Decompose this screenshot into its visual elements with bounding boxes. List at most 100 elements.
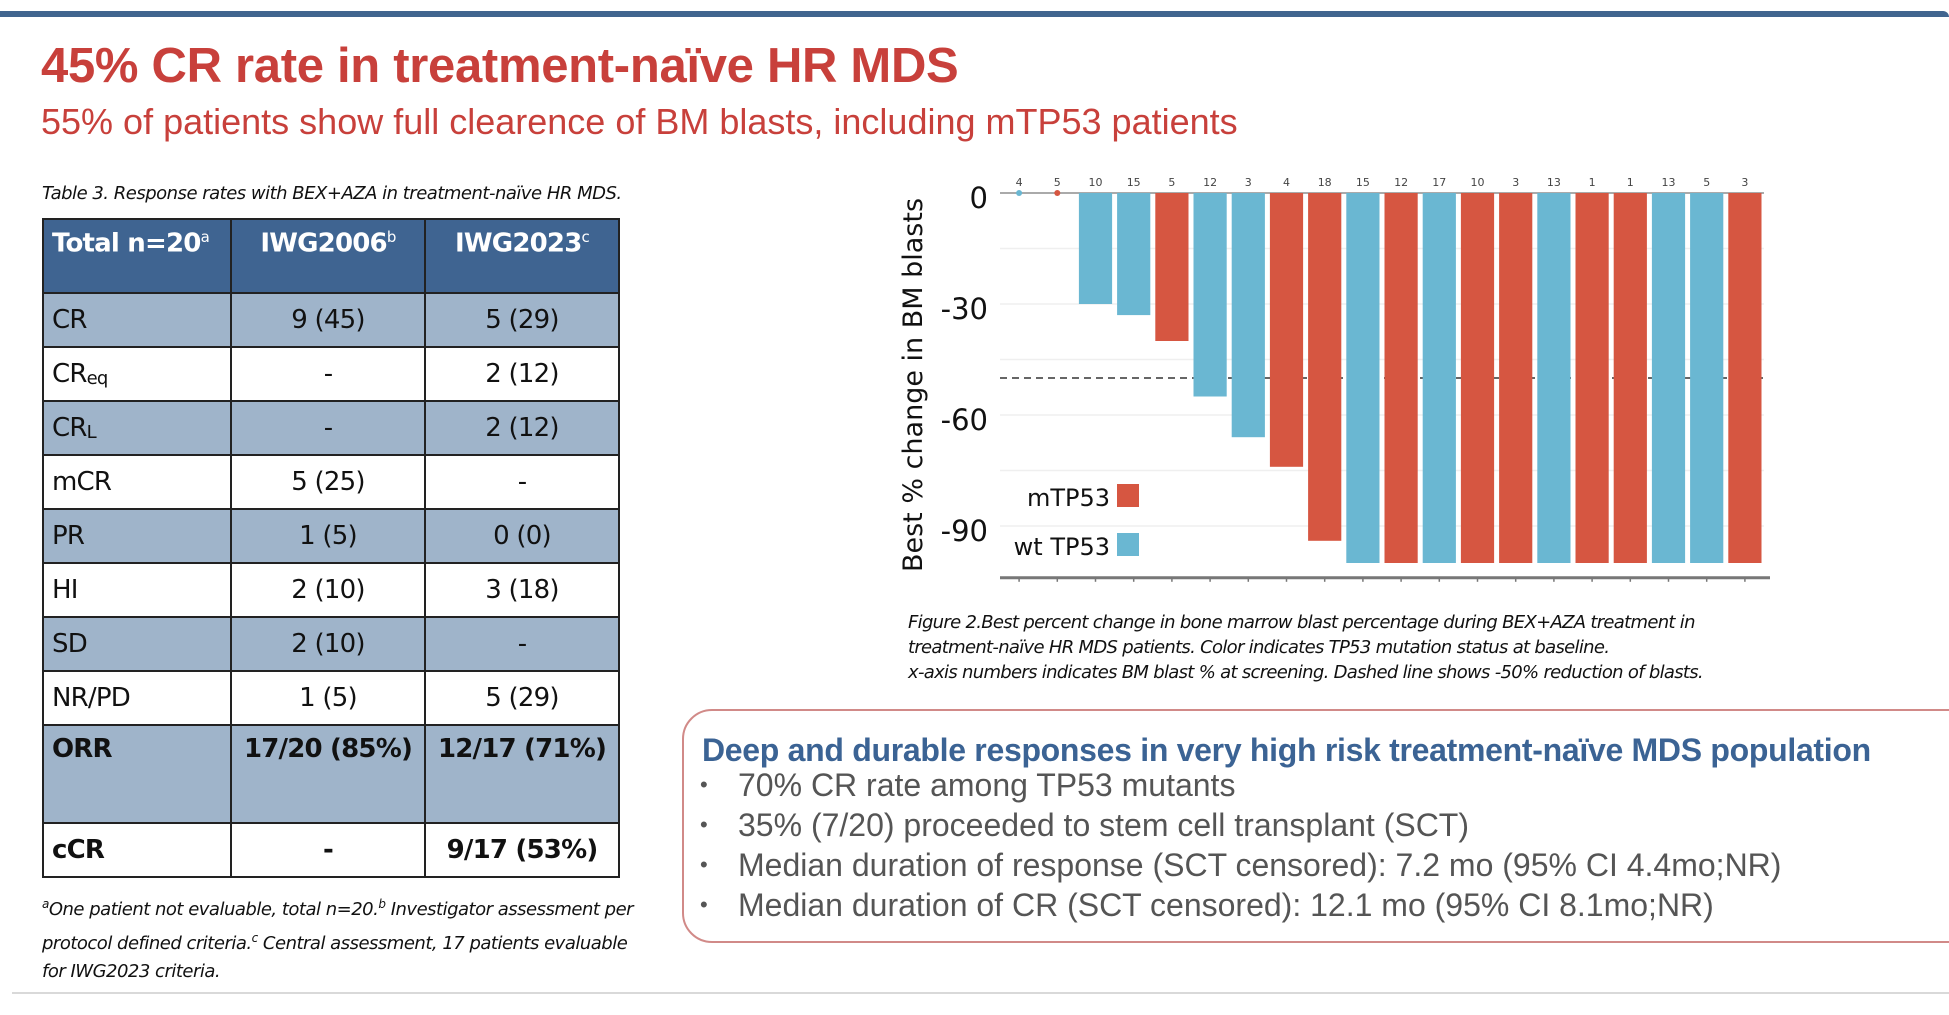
cell-iwg2023: 2 (12)	[424, 400, 620, 456]
bar	[1231, 193, 1265, 438]
cell-iwg2006: 1 (5)	[230, 508, 426, 564]
table-header-row: Total n=20a IWG2006b IWG2023c	[42, 218, 620, 294]
x-tick-label: 5	[1168, 176, 1175, 189]
cell-iwg2006: 2 (10)	[230, 562, 426, 618]
legend-group: mTP53 wt TP53	[1014, 484, 1139, 561]
bullet-text: Median duration of CR (SCT censored): 12…	[738, 887, 1714, 923]
callout-bullets: • 70% CR rate among TP53 mutants • 35% (7/2…	[700, 765, 1781, 925]
bar	[1155, 193, 1189, 341]
bar	[1117, 193, 1151, 316]
callout-bullet-item: • Median duration of response (SCT censor…	[700, 845, 1781, 885]
callout-bullet-item: • Median duration of CR (SCT censored): 1…	[700, 885, 1781, 925]
x-tick-label: 3	[1741, 176, 1748, 189]
bar-zero-marker	[1054, 190, 1061, 196]
legend-swatch-wt-tp53	[1117, 533, 1139, 556]
cell-iwg2023: 5 (29)	[424, 292, 620, 348]
bar	[1690, 193, 1724, 563]
row-label: mCR	[42, 454, 232, 510]
x-tick-label: 1	[1589, 176, 1596, 189]
cell-iwg2023: 3 (18)	[424, 562, 620, 618]
cell-iwg2006: -	[230, 822, 426, 878]
cell-iwg2006: 9 (45)	[230, 292, 426, 348]
cell-iwg2023: -	[424, 454, 620, 510]
top-rule	[0, 11, 1949, 17]
row-label: SD	[42, 616, 232, 672]
row-label: CRL	[42, 400, 232, 456]
x-tick-label: 10	[1089, 176, 1103, 189]
bar	[1308, 193, 1342, 541]
bar	[1269, 193, 1304, 467]
cell-iwg2006: 1 (5)	[230, 670, 426, 726]
header-iwg2006: IWG2006b	[230, 218, 426, 294]
table-row: PR 1 (5) 0 (0)	[42, 508, 620, 564]
bars-group	[1016, 190, 1762, 563]
callout-box	[682, 709, 1949, 943]
table-row: CRL -2 (12)	[42, 400, 620, 456]
table-row: NR/PD 1 (5) 5 (29)	[42, 670, 620, 726]
x-axis-group	[1000, 576, 1770, 582]
cell-iwg2023: 2 (12)	[424, 346, 620, 402]
x-tick-label: 15	[1127, 176, 1141, 189]
callout-title: Deep and durable responses in very high …	[702, 732, 1871, 768]
row-label: PR	[42, 508, 232, 564]
table-caption: Table 3. Response rates with BEX+AZA in …	[42, 183, 622, 204]
x-labels-group: 4 5 10 15 5 12 3 4 18 15 12 17 10 3 13 1 1 13 5 3	[1016, 176, 1749, 189]
x-tick-label: 12	[1203, 176, 1217, 189]
bullet-text: 70% CR rate among TP53 mutants	[738, 767, 1236, 803]
callout-bullet-item: • 35% (7/20) proceeded to stem cell trans…	[700, 805, 1781, 845]
figure-caption-line: treatment-naïve HR MDS patients. Color i…	[908, 637, 1610, 658]
bullet-text: Median duration of response (SCT censore…	[738, 847, 1782, 883]
x-tick-label: 3	[1512, 176, 1519, 189]
x-tick-label: 4	[1016, 176, 1023, 189]
cell-iwg2023: 9/17 (53%)	[424, 822, 620, 878]
bar	[1193, 193, 1227, 397]
cell-iwg2023: 0 (0)	[424, 508, 620, 564]
gridlines	[1000, 192, 1764, 527]
header-iwg2023: IWG2023c	[424, 218, 620, 294]
bullet-text: 35% (7/20) proceeded to stem cell transp…	[738, 807, 1469, 843]
bottom-rule	[12, 992, 1949, 994]
bullet-icon: •	[700, 852, 708, 877]
cell-iwg2006: 17/20 (85%)	[230, 724, 426, 824]
x-tick-label: 13	[1547, 176, 1561, 189]
cell-iwg2023: -	[424, 616, 620, 672]
x-tick-label: 1	[1627, 176, 1634, 189]
bar	[1651, 193, 1686, 563]
table-row: mCR 5 (25) -	[42, 454, 620, 510]
header-total: Total n=20a	[42, 218, 232, 294]
x-tick-label: 17	[1432, 176, 1446, 189]
x-tick-label: 5	[1054, 176, 1061, 189]
bar	[1575, 193, 1609, 563]
cell-iwg2006: -	[230, 346, 426, 402]
callout-bullet-item: • 70% CR rate among TP53 mutants	[700, 765, 1781, 805]
table-row: HI 2 (10) 3 (18)	[42, 562, 620, 618]
table-row: CReq -2 (12)	[42, 346, 620, 402]
cell-iwg2006: -	[230, 400, 426, 456]
y-tick-label: 0	[970, 181, 988, 215]
y-tick-label: -60	[941, 403, 988, 437]
slide-title: 45% CR rate in treatment-naïve HR MDS	[41, 39, 959, 93]
x-tick-label: 3	[1245, 176, 1252, 189]
cell-iwg2023: 12/17 (71%)	[424, 724, 620, 824]
response-table: Total n=20a IWG2006b IWG2023c CR 9 (45) 5 …	[42, 218, 620, 878]
cell-iwg2023: 5 (29)	[424, 670, 620, 726]
bar	[1384, 193, 1418, 563]
cell-iwg2006: 2 (10)	[230, 616, 426, 672]
x-tick-label: 15	[1356, 176, 1370, 189]
row-label: CReq	[42, 346, 232, 402]
bar	[1613, 193, 1647, 563]
row-label: NR/PD	[42, 670, 232, 726]
figure-caption-line: x-axis numbers indicates BM blast % at s…	[908, 662, 1704, 683]
x-tick-label: 4	[1283, 176, 1290, 189]
legend-label: wt TP53	[1014, 533, 1110, 561]
x-tick-label: 5	[1703, 176, 1710, 189]
row-label: CR	[42, 292, 232, 348]
waterfall-chart: 4 5 10 15 5 12 3 4 18 15 12 17 10 3 13 1 1 13 5 3 0 -30 -60 -9…	[898, 176, 1770, 582]
table-row: ORR 17/20 (85%) 12/17 (71%)	[42, 724, 620, 824]
x-tick-label: 18	[1318, 176, 1332, 189]
row-label: cCR	[42, 822, 232, 878]
bar	[1346, 193, 1380, 563]
y-ticks-group: 0 -30 -60 -90	[941, 181, 988, 548]
table-footnote: aOne patient not evaluable, total n=20.b…	[42, 897, 634, 982]
slide-subtitle: 55% of patients show full clearence of B…	[41, 101, 1238, 142]
